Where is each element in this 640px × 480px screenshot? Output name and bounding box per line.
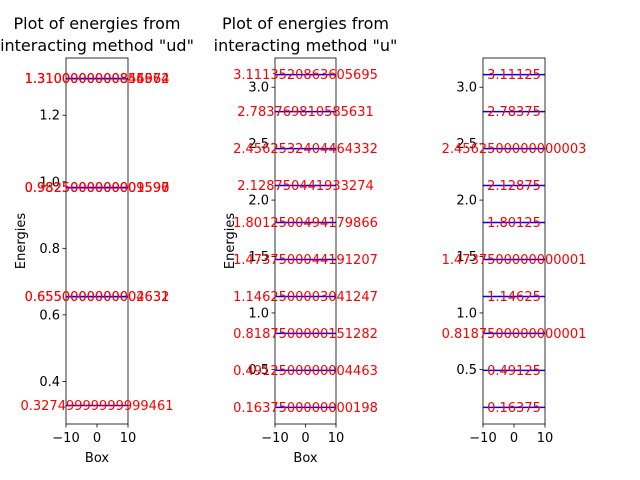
y-tick-label: 1.0 [456,306,477,321]
x-tick-label: 10 [328,431,345,446]
x-tick-label: −10 [469,431,496,446]
y-tick-label: 1.5 [456,250,477,265]
energy-level-label: 0.9825000000009596 [25,181,170,196]
energy-level-label: 1.8012500494179866 [233,216,378,231]
x-tick-label: −10 [261,431,288,446]
energy-level-label: 0.9825000000001590 [25,181,170,196]
energy-level-label: 1.3100000000856064 [25,72,170,87]
energy-level-label: 2.783769810585631 [237,105,373,120]
energy-level-label: 0.8187500000000001 [442,327,587,342]
y-tick-label: 0.5 [456,363,477,378]
chart-title-line: interacting method "ud" [0,36,194,55]
energy-level-label: 1.80125 [487,216,541,231]
energy-level-label: 0.9825000000001597 [25,181,170,196]
y-tick-label: 0.8 [39,242,60,257]
chart-title-line: interacting method "u" [214,36,398,55]
x-axis-label: Box [293,451,317,466]
y-tick-label: 2.5 [456,137,477,152]
y-tick-label: 0.5 [248,363,269,378]
energy-level-label: 0.1637500000000198 [233,401,378,416]
energy-level-label: 2.12875 [487,179,541,194]
chart-title-line: Plot of energies from [222,14,389,33]
chart-title-line: Plot of energies from [14,14,181,33]
y-tick-label: 2.5 [248,137,269,152]
energy-level-label: 1.3100000000854974 [25,72,170,87]
y-tick-label: 1.2 [39,109,60,124]
energy-level-label: 0.16375 [487,401,541,416]
energy-level-label: 0.32749999999999461 [20,399,173,414]
y-tick-label: 3.0 [248,81,269,96]
energy-level-label: 3.11125 [487,68,541,83]
y-tick-label: 2.0 [248,194,269,209]
energy-level-label: 3.1113520863605695 [233,68,378,83]
y-tick-label: 3.0 [456,81,477,96]
x-tick-label: −10 [52,431,79,446]
x-tick-label: 0 [301,431,309,446]
energy-level-label: 0.8187500000151282 [233,327,378,342]
y-axis-label: Energies [14,213,29,269]
energy-level-label: 0.49125 [487,364,541,379]
energy-level-label: 2.128750441933274 [237,179,373,194]
chart-panel-1: Plot of energies from interacting method … [0,14,194,466]
chart-panel-2: Plot of energies from interacting method … [214,14,398,466]
x-tick-label: 10 [120,431,137,446]
x-tick-label: 10 [537,431,554,446]
y-tick-label: 1.0 [248,306,269,321]
x-axis-label: Box [85,451,109,466]
y-tick-label: 1.5 [248,250,269,265]
energy-level-label: 2.4562532404464332 [233,142,378,157]
x-tick-label: 0 [93,431,101,446]
energy-level-label: 1.4737500000000001 [442,253,587,268]
energy-level-label: 0.6550000000002632 [25,290,170,305]
energy-level-label: 1.3100000000845562 [25,72,170,87]
y-tick-label: 2.0 [456,194,477,209]
y-tick-label: 1.0 [39,175,60,190]
y-tick-label: 0.6 [39,308,60,323]
energy-level-label: 0.6550000000004631 [25,290,170,305]
energy-level-label: 1.4737500044191207 [233,253,378,268]
y-axis-label: Energies [223,213,238,269]
energy-level-label: 2.4562500000000003 [442,142,587,157]
x-tick-label: 0 [510,431,518,446]
energy-level-label: 1.14625 [487,290,541,305]
plot-frame [65,57,129,425]
energy-level-label: 2.78375 [487,105,541,120]
energy-level-label: 0.4912500000004463 [233,364,378,379]
y-tick-label: 0.4 [39,375,60,390]
energy-level-label: 1.1462500003041247 [233,290,378,305]
chart-panel-3: 0.5 1.0 1.5 2.0 2.5 3.0 −10 0 10 0.16375 0.49125 0.… [442,57,587,446]
